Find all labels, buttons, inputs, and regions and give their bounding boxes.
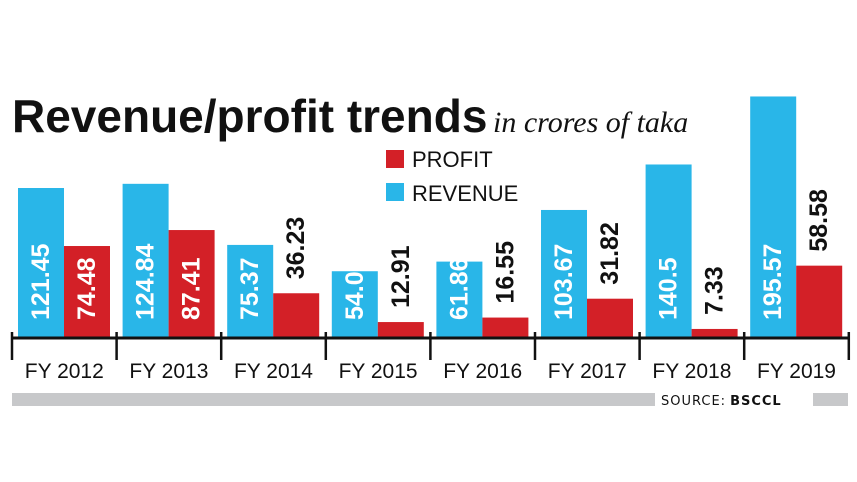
- revenue-bar: [645, 164, 692, 338]
- revenue-value-label: 121.45: [27, 243, 55, 320]
- profit-value-label: 31.82: [596, 222, 624, 285]
- legend: PROFIT REVENUE: [386, 147, 518, 206]
- profit-value-label: 7.33: [701, 266, 729, 315]
- profit-value-label: 58.58: [805, 189, 833, 252]
- profit-value-label: 16.55: [491, 241, 519, 304]
- x-tick-label: FY 2013: [129, 360, 208, 383]
- profit-value-label: 36.23: [282, 217, 310, 280]
- revenue-bar: [18, 188, 64, 338]
- revenue-bar: [122, 183, 169, 338]
- revenue-bar: [750, 96, 797, 339]
- profit-bar: [377, 322, 424, 338]
- legend-label-profit: PROFIT: [412, 147, 493, 172]
- profit-bar: [273, 293, 320, 338]
- chart-title: Revenue/profit trends: [12, 90, 487, 142]
- revenue-value-label: 140.5: [655, 257, 683, 320]
- revenue-value-label: 103.67: [550, 244, 578, 320]
- bars-group: 121.45 74.48 124.84 87.41 75.37 36.23 54.06 12.…: [18, 96, 843, 339]
- revenue-bar: [331, 271, 378, 338]
- x-tick-label: FY 2012: [25, 360, 104, 383]
- revenue-value-label: 61.86: [445, 257, 473, 320]
- legend-swatch-profit: [386, 150, 404, 168]
- legend-label-revenue: REVENUE: [412, 181, 518, 206]
- revenue-value-label: 54.06: [341, 257, 369, 320]
- profit-value-label: 87.41: [178, 257, 206, 320]
- profit-bar: [691, 328, 738, 338]
- profit-bar: [587, 298, 633, 338]
- profit-bar: [168, 230, 215, 338]
- source-bar: [12, 393, 848, 406]
- source-label: SOURCE: BSCCL: [661, 394, 782, 409]
- x-tick-label: FY 2014: [234, 360, 313, 383]
- x-tick-label: FY 2016: [443, 360, 522, 383]
- x-tick-label: FY 2015: [339, 360, 418, 383]
- revenue-value-label: 124.84: [132, 243, 160, 320]
- x-tick-label: FY 2019: [757, 360, 836, 383]
- profit-value-label: 74.48: [73, 257, 101, 320]
- x-tick-label: FY 2018: [652, 360, 731, 383]
- profit-bar: [482, 317, 529, 338]
- chart-subtitle: in crores of taka: [493, 106, 688, 139]
- source-box: [655, 389, 813, 410]
- source-prefix: SOURCE:: [661, 394, 726, 409]
- revenue-value-label: 195.57: [759, 244, 787, 320]
- x-tick-label: FY 2017: [548, 360, 627, 383]
- revenue-bar: [227, 244, 274, 338]
- revenue-value-label: 75.37: [236, 257, 264, 320]
- revenue-bar: [541, 209, 587, 338]
- source-name: BSCCL: [730, 394, 782, 409]
- profit-bar: [796, 265, 843, 338]
- x-axis: FY 2012 FY 2013 FY 2014 FY 2015 FY 2016 FY 20…: [10, 332, 851, 383]
- profit-value-label: 12.91: [387, 245, 415, 308]
- legend-swatch-revenue: [386, 183, 404, 201]
- revenue-bar: [436, 261, 483, 338]
- profit-bar: [64, 246, 110, 338]
